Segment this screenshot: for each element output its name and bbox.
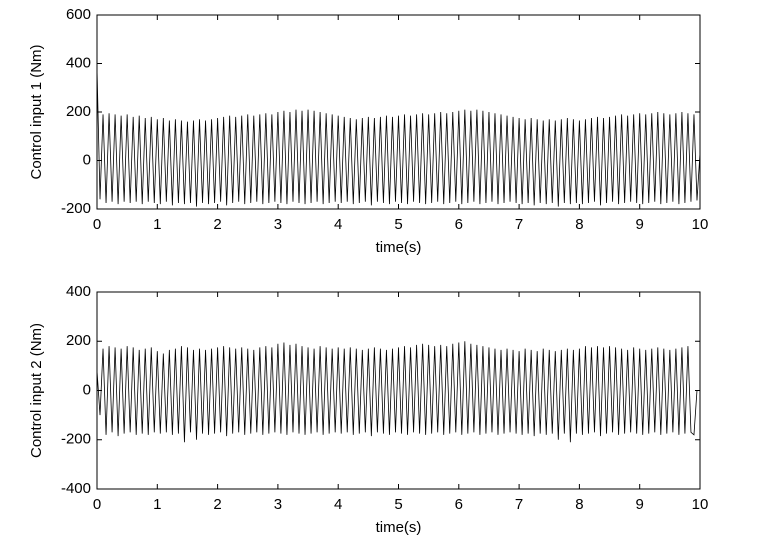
- y-tick-label: 400: [66, 283, 91, 300]
- x-tick-label: 0: [93, 216, 101, 233]
- y-tick-label: 0: [83, 151, 91, 168]
- y-tick-label: 400: [66, 54, 91, 71]
- x-tick-label: 0: [93, 496, 101, 513]
- signal-line: [96, 341, 698, 443]
- x-tick-label: 3: [274, 496, 282, 513]
- y-axis-label: Control input 2 (Nm): [28, 323, 45, 458]
- x-tick-label: 9: [636, 216, 644, 233]
- x-tick-label: 2: [213, 496, 221, 513]
- x-tick-label: 6: [455, 496, 463, 513]
- signal-line: [96, 68, 701, 207]
- x-tick-label: 4: [334, 496, 342, 513]
- x-axis-label: time(s): [376, 239, 422, 256]
- x-tick-label: 1: [153, 216, 161, 233]
- x-axis-label: time(s): [376, 519, 422, 536]
- y-tick-label: -200: [61, 200, 91, 217]
- axes-frame: [96, 291, 701, 490]
- y-axis-label: Control input 1 (Nm): [28, 44, 45, 179]
- x-tick-label: 5: [394, 496, 402, 513]
- x-tick-label: 10: [692, 496, 709, 513]
- x-tick-label: 6: [455, 216, 463, 233]
- x-tick-label: 10: [692, 216, 709, 233]
- y-tick-label: 0: [83, 381, 91, 398]
- x-tick-label: 7: [515, 216, 523, 233]
- y-tick-label: -200: [61, 431, 91, 448]
- x-tick-label: 5: [394, 216, 402, 233]
- x-tick-label: 9: [636, 496, 644, 513]
- y-tick-label: 200: [66, 332, 91, 349]
- y-tick-label: 200: [66, 103, 91, 120]
- x-tick-label: 7: [515, 496, 523, 513]
- y-tick-label: 600: [66, 6, 91, 23]
- x-tick-label: 4: [334, 216, 342, 233]
- x-tick-label: 3: [274, 216, 282, 233]
- x-tick-label: 8: [575, 496, 583, 513]
- x-tick-label: 2: [213, 216, 221, 233]
- x-tick-label: 8: [575, 216, 583, 233]
- axes-frame: [96, 14, 701, 210]
- x-tick-label: 1: [153, 496, 161, 513]
- y-tick-label: -400: [61, 480, 91, 497]
